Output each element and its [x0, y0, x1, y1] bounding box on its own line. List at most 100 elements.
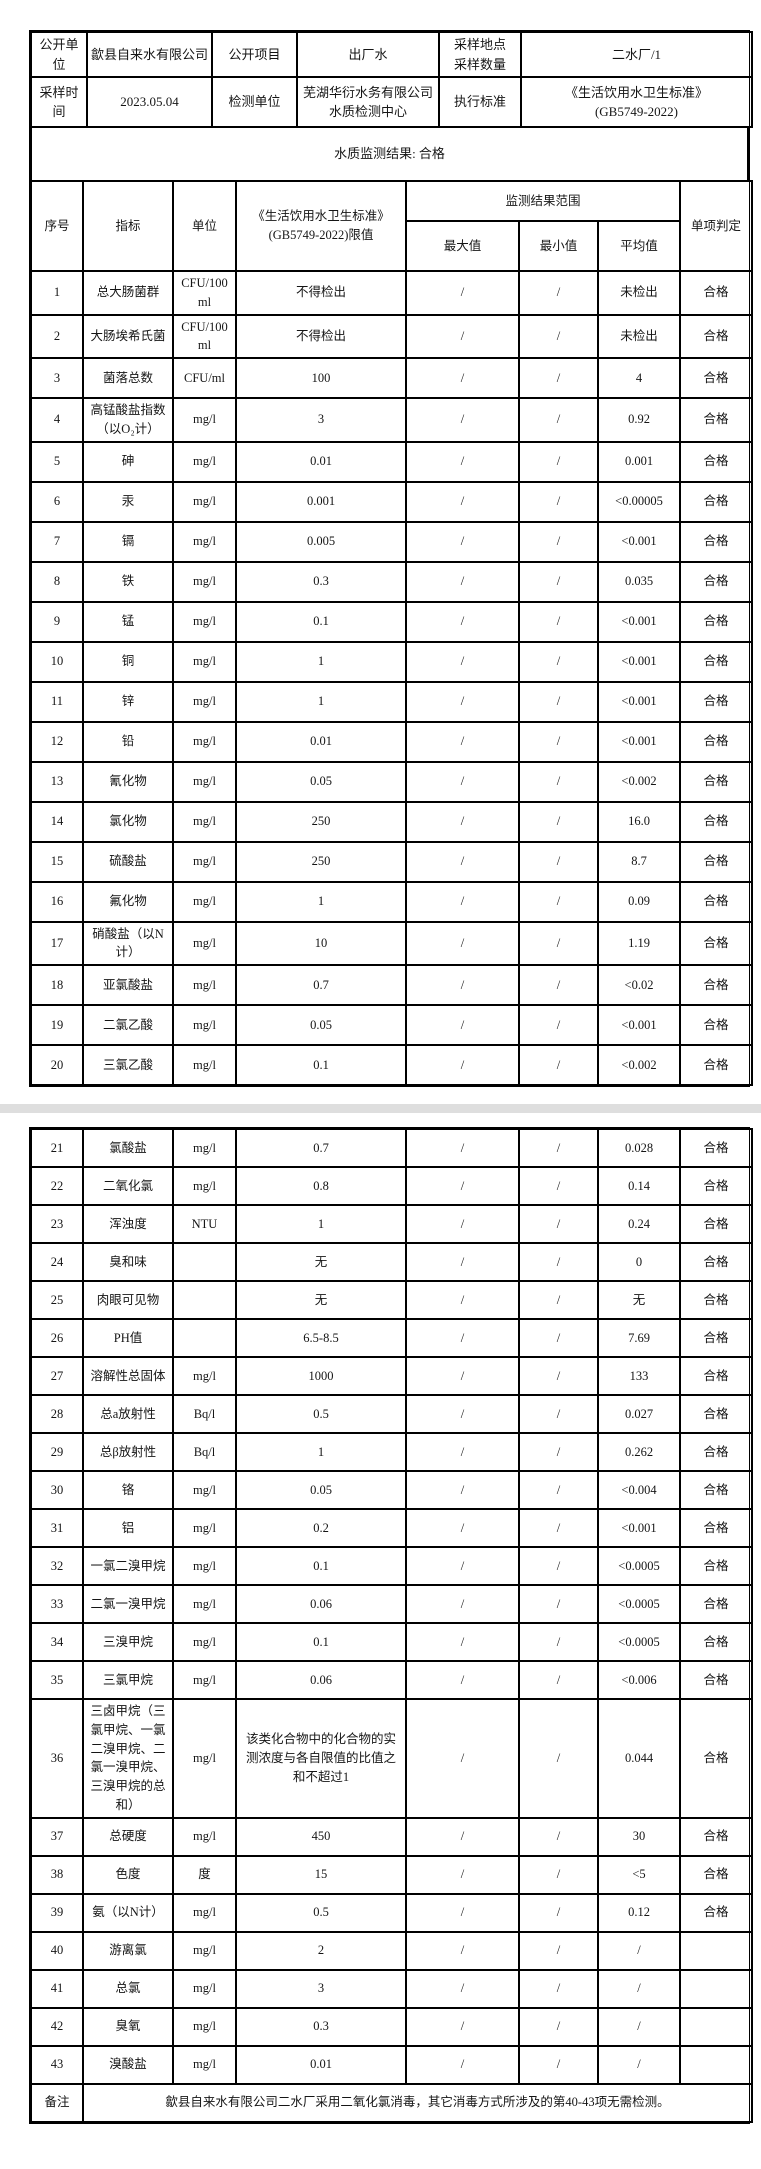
cell-unit: mg/l — [172, 1660, 237, 1700]
cell-avg: <0.02 — [597, 964, 681, 1006]
table-row: 20 三氯乙酸 mg/l 0.1 / / <0.002 合格 — [30, 1044, 753, 1086]
cell-unit: mg/l — [172, 680, 237, 723]
cell-judge — [679, 1930, 753, 1971]
cell-unit: CFU/100ml — [172, 270, 237, 316]
cell-no: 38 — [30, 1854, 84, 1895]
cell-unit: mg/l — [172, 800, 237, 843]
cell-min: / — [518, 1356, 599, 1396]
cell-avg: 30 — [597, 1816, 681, 1857]
remark-section: 备注 歙县自来水有限公司二水厂采用二氧化氯消毒，其它消毒方式所涉及的第40-43… — [30, 2082, 753, 2123]
remark-text: 歙县自来水有限公司二水厂采用二氧化氯消毒，其它消毒方式所涉及的第40-43项无需… — [82, 2082, 753, 2123]
cell-avg: <0.001 — [597, 1508, 681, 1548]
cell-avg: <0.002 — [597, 1044, 681, 1086]
cell-max: / — [405, 1930, 520, 1971]
cell-min: / — [518, 800, 599, 843]
cell-judge: 合格 — [679, 1004, 753, 1046]
cell-min: / — [518, 313, 599, 359]
cell-no: 37 — [30, 1816, 84, 1857]
header-indicator: 指标 — [82, 180, 174, 272]
table-row: 37 总硬度 mg/l 450 / / 30 合格 — [30, 1816, 753, 1857]
cell-limit: 1 — [235, 680, 407, 723]
cell-unit: mg/l — [172, 1128, 237, 1168]
cell-judge: 合格 — [679, 313, 753, 359]
cell-judge: 合格 — [679, 1432, 753, 1472]
cell-unit: mg/l — [172, 1356, 237, 1396]
header-limit: 《生活饮用水卫生标准》 (GB5749-2022)限值 — [235, 180, 407, 272]
table-row: 12 铅 mg/l 0.01 / / <0.001 合格 — [30, 720, 753, 763]
table-row: 39 氨（以N计） mg/l 0.5 / / 0.12 合格 — [30, 1892, 753, 1933]
header-max: 最大值 — [405, 220, 520, 272]
cell-unit: mg/l — [172, 397, 237, 443]
cell-limit: 0.001 — [235, 480, 407, 523]
cell-max: / — [405, 397, 520, 443]
cell-limit: 6.5-8.5 — [235, 1318, 407, 1358]
cell-avg: / — [597, 2044, 681, 2085]
cell-limit: 0.01 — [235, 720, 407, 763]
cell-no: 24 — [30, 1242, 84, 1282]
cell-avg: 1.19 — [597, 920, 681, 966]
cell-unit: mg/l — [172, 880, 237, 923]
cell-judge: 合格 — [679, 1854, 753, 1895]
cell-judge — [679, 1968, 753, 2009]
cell-avg: 16.0 — [597, 800, 681, 843]
cell-max: / — [405, 840, 520, 883]
report-sheet-1: 公开单位 歙县自来水有限公司 公开项目 出厂水 采样地点 采样数量 二水厂/1 … — [29, 30, 753, 1087]
table-row: 35 三氯甲烷 mg/l 0.06 / / <0.006 合格 — [30, 1660, 753, 1700]
cell-no: 30 — [30, 1470, 84, 1510]
cell-min: / — [518, 1660, 599, 1700]
cell-avg: 无 — [597, 1280, 681, 1320]
cell-min: / — [518, 920, 599, 966]
cell-max: / — [405, 880, 520, 923]
table-row: 40 游离氯 mg/l 2 / / / — [30, 1930, 753, 1971]
cell-indicator: 总β放射性 — [82, 1432, 174, 1472]
cell-limit: 0.005 — [235, 520, 407, 563]
cell-avg: <0.001 — [597, 520, 681, 563]
cell-avg: 0.001 — [597, 440, 681, 483]
cell-min: / — [518, 1128, 599, 1168]
cell-avg: / — [597, 1968, 681, 2009]
cell-unit: CFU/ml — [172, 357, 237, 399]
cell-no: 31 — [30, 1508, 84, 1548]
cell-judge: 合格 — [679, 840, 753, 883]
cell-max: / — [405, 1318, 520, 1358]
cell-indicator: 铁 — [82, 560, 174, 603]
cell-no: 34 — [30, 1622, 84, 1662]
cell-no: 42 — [30, 2006, 84, 2047]
sampling-time-label: 采样时间 — [30, 76, 88, 128]
cell-min: / — [518, 1930, 599, 1971]
cell-max: / — [405, 480, 520, 523]
cell-judge: 合格 — [679, 1622, 753, 1662]
cell-max: / — [405, 1892, 520, 1933]
cell-limit: 0.1 — [235, 1044, 407, 1086]
table-row: 23 浑浊度 NTU 1 / / 0.24 合格 — [30, 1204, 753, 1244]
cell-min: / — [518, 1968, 599, 2009]
cell-judge: 合格 — [679, 1470, 753, 1510]
cell-indicator: 二氯一溴甲烷 — [82, 1584, 174, 1624]
cell-unit: NTU — [172, 1204, 237, 1244]
header-row-group: 序号 指标 单位 《生活饮用水卫生标准》 (GB5749-2022)限值 监测结… — [30, 180, 753, 272]
cell-unit: mg/l — [172, 1004, 237, 1046]
cell-avg: <0.004 — [597, 1470, 681, 1510]
cell-max: / — [405, 520, 520, 563]
cell-limit: 0.1 — [235, 600, 407, 643]
cell-no: 8 — [30, 560, 84, 603]
cell-max: / — [405, 357, 520, 399]
cell-judge: 合格 — [679, 880, 753, 923]
cell-avg: 0.262 — [597, 1432, 681, 1472]
cell-judge: 合格 — [679, 1044, 753, 1086]
cell-avg: 未检出 — [597, 270, 681, 316]
header-unit: 单位 — [172, 180, 237, 272]
cell-unit: mg/l — [172, 520, 237, 563]
cell-max: / — [405, 1356, 520, 1396]
cell-indicator: 三溴甲烷 — [82, 1622, 174, 1662]
table-row: 18 亚氯酸盐 mg/l 0.7 / / <0.02 合格 — [30, 964, 753, 1006]
cell-judge: 合格 — [679, 1892, 753, 1933]
cell-limit: 0.8 — [235, 1166, 407, 1206]
header-no: 序号 — [30, 180, 84, 272]
cell-min: / — [518, 480, 599, 523]
cell-limit: 1 — [235, 880, 407, 923]
cell-limit: 0.01 — [235, 2044, 407, 2085]
table-row: 30 铬 mg/l 0.05 / / <0.004 合格 — [30, 1470, 753, 1510]
cell-avg: <0.0005 — [597, 1622, 681, 1662]
cell-indicator: 铝 — [82, 1508, 174, 1548]
